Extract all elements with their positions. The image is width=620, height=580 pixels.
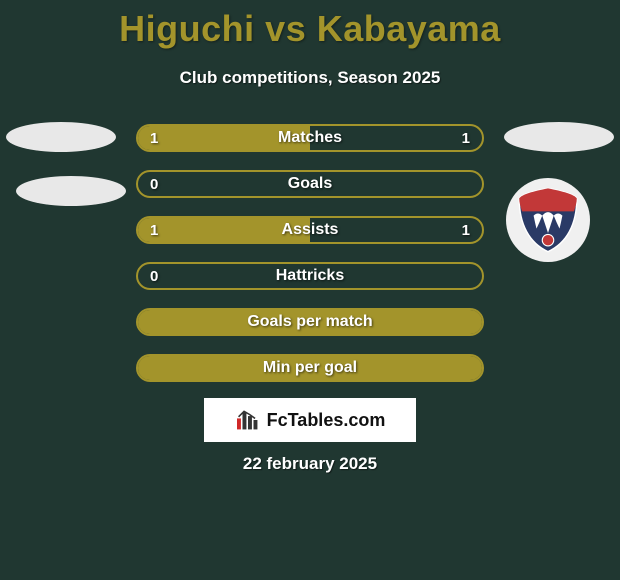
stat-label: Goals per match xyxy=(247,313,372,331)
stat-row: Hattricks 0 xyxy=(136,262,484,290)
fctables-icon xyxy=(235,409,261,431)
stat-label: Min per goal xyxy=(263,359,357,377)
stat-bar: Hattricks 0 xyxy=(136,262,484,290)
stat-value-right: 1 xyxy=(462,130,470,147)
stat-value-left: 0 xyxy=(150,268,158,285)
stat-row: Goals per match xyxy=(136,308,484,336)
club-crest xyxy=(506,178,590,262)
stat-bar: Min per goal xyxy=(136,354,484,382)
stat-value-right: 1 xyxy=(462,222,470,239)
subtitle: Club competitions, Season 2025 xyxy=(0,68,620,88)
stat-row: Min per goal xyxy=(136,354,484,382)
fctables-watermark: FcTables.com xyxy=(204,398,416,442)
stat-bar: Goals per match xyxy=(136,308,484,336)
stat-bar: Assists 1 1 xyxy=(136,216,484,244)
player-left-badge-2 xyxy=(16,176,126,206)
fctables-label: FcTables.com xyxy=(267,410,386,431)
stat-label: Goals xyxy=(288,175,332,193)
stat-label: Hattricks xyxy=(276,267,344,285)
stat-label: Matches xyxy=(278,129,342,147)
player-right-badge-1 xyxy=(504,122,614,152)
date-caption: 22 february 2025 xyxy=(0,454,620,474)
player-left-badge-1 xyxy=(6,122,116,152)
stat-row: Matches 1 1 xyxy=(136,124,484,152)
page-title: Higuchi vs Kabayama xyxy=(0,0,620,50)
stat-bar: Goals 0 xyxy=(136,170,484,198)
stat-bar: Matches 1 1 xyxy=(136,124,484,152)
stat-row: Assists 1 1 xyxy=(136,216,484,244)
crest-icon xyxy=(512,184,584,256)
stat-value-left: 1 xyxy=(150,222,158,239)
stat-value-left: 0 xyxy=(150,176,158,193)
stat-row: Goals 0 xyxy=(136,170,484,198)
stat-value-left: 1 xyxy=(150,130,158,147)
stat-label: Assists xyxy=(282,221,339,239)
